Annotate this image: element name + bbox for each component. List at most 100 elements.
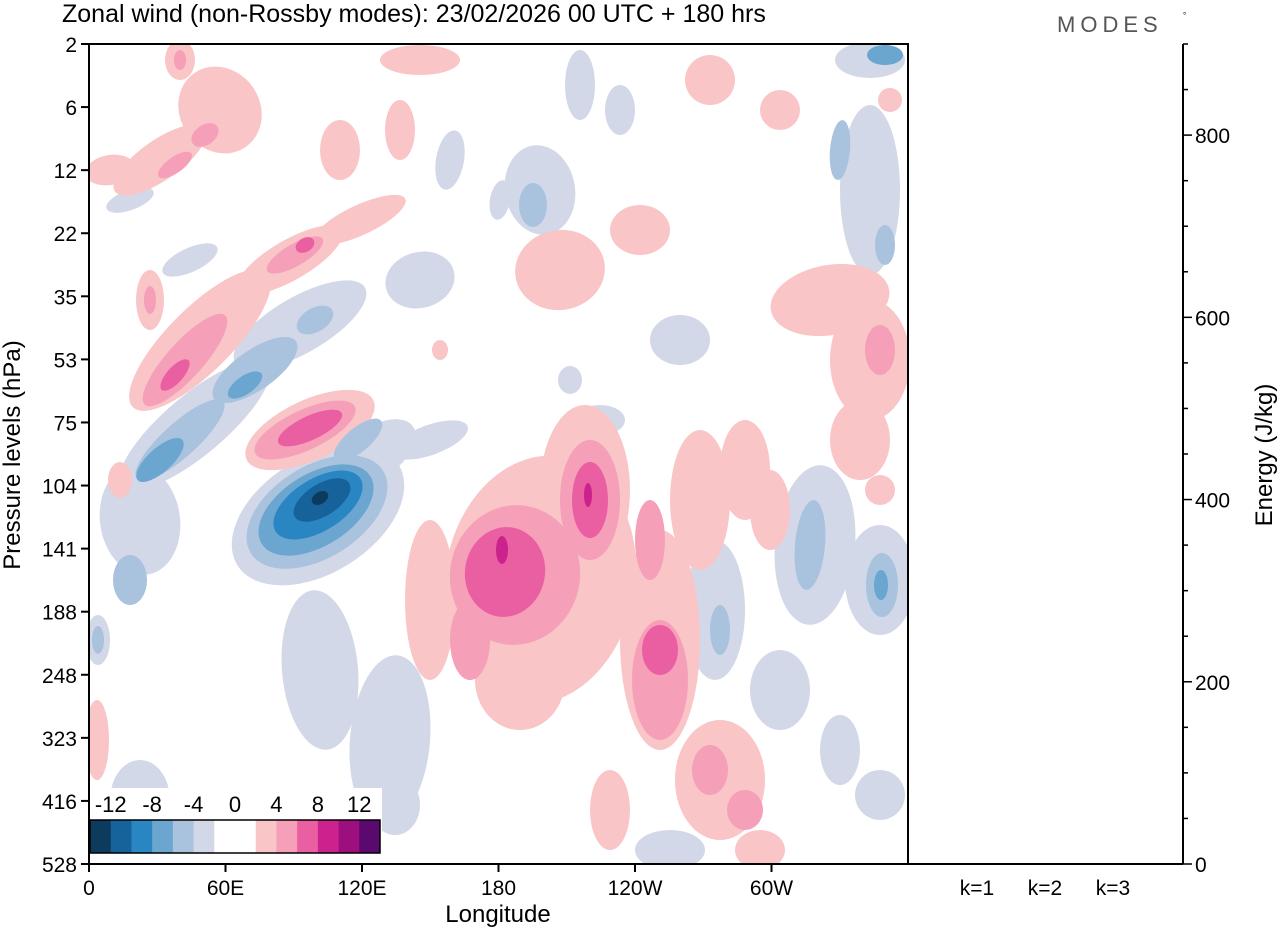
positive-wind-contour bbox=[760, 90, 800, 130]
y-tick-label: 104 bbox=[42, 476, 77, 499]
y-axis-label: Pressure levels (hPa) bbox=[0, 340, 26, 569]
y-tick-label: 6 bbox=[65, 97, 77, 120]
main-plot-frame bbox=[88, 43, 909, 865]
positive-wind-contour bbox=[635, 500, 665, 580]
negative-wind-contour bbox=[113, 555, 147, 605]
y-tick-label: 141 bbox=[42, 539, 77, 562]
pressure-axis: 2 6 12 22 35 53 75 104 141 188 248 323 416 528 bbox=[42, 34, 89, 877]
positive-wind-contour bbox=[610, 205, 670, 255]
colorbar-label: -4 bbox=[184, 792, 204, 817]
colorbar-swatch bbox=[110, 820, 132, 853]
negative-wind-contour bbox=[794, 500, 826, 590]
positive-wind-contour bbox=[108, 462, 132, 498]
negative-wind-contour bbox=[385, 251, 455, 309]
negative-wind-contour bbox=[92, 626, 104, 654]
y-tick-label: 323 bbox=[42, 728, 77, 751]
colorbar-label: 0 bbox=[229, 792, 241, 817]
negative-wind-contour bbox=[333, 418, 383, 462]
colorbar-swatch bbox=[297, 820, 319, 853]
y-tick-label: 2 bbox=[65, 34, 77, 57]
positive-wind-contour bbox=[475, 630, 565, 730]
positive-wind-contour bbox=[385, 100, 415, 160]
negative-wind-contour bbox=[750, 650, 810, 730]
positive-wind-contour bbox=[642, 625, 678, 675]
energy-tick-label: 800 bbox=[1195, 125, 1230, 148]
logo-registered-mark: ° bbox=[1183, 11, 1186, 20]
positive-wind-contour bbox=[405, 520, 455, 680]
energy-axis: 0 200 400 600 800 bbox=[1183, 43, 1230, 877]
negative-wind-contour bbox=[311, 491, 329, 505]
x-tick-label: 60E bbox=[207, 877, 244, 900]
colorbar-swatch bbox=[276, 820, 298, 853]
positive-wind-contour bbox=[878, 88, 902, 112]
positive-wind-contour bbox=[314, 194, 406, 246]
positive-wind-contour bbox=[320, 120, 360, 180]
modes-logo: MODES bbox=[1057, 12, 1163, 37]
colorbar-label: 8 bbox=[312, 792, 324, 817]
positive-wind-contour bbox=[174, 50, 186, 70]
positive-wind-contour bbox=[191, 123, 219, 147]
negative-wind-contour bbox=[820, 715, 860, 785]
colorbar-swatch bbox=[172, 820, 195, 853]
positive-wind-contour bbox=[432, 340, 448, 360]
y-tick-label: 528 bbox=[42, 854, 77, 877]
negative-wind-contour bbox=[281, 590, 359, 750]
colorbar-swatch bbox=[214, 820, 236, 853]
y-tick-label: 188 bbox=[42, 602, 77, 625]
negative-wind-contour bbox=[392, 420, 468, 460]
x-tick-label: 120E bbox=[337, 877, 386, 900]
negative-wind-contour bbox=[296, 305, 334, 335]
colorbar-swatch bbox=[235, 820, 257, 853]
energy-tick-label: 0 bbox=[1195, 854, 1207, 877]
colorbar-label: -8 bbox=[142, 792, 162, 817]
negative-wind-contour bbox=[565, 50, 595, 120]
negative-wind-contour bbox=[136, 438, 184, 482]
y-tick-label: 75 bbox=[54, 412, 77, 435]
positive-wind-contour bbox=[464, 527, 546, 617]
positive-wind-contour bbox=[496, 536, 508, 564]
positive-wind-contour bbox=[277, 409, 343, 447]
colorbar-swatch bbox=[90, 820, 112, 853]
energy-tick-label: 400 bbox=[1195, 490, 1230, 513]
negative-wind-contour bbox=[519, 183, 547, 227]
negative-wind-contour bbox=[710, 605, 730, 655]
positive-wind-contour bbox=[160, 359, 190, 391]
x-tick-label: 60W bbox=[750, 877, 793, 900]
negative-wind-contour bbox=[106, 187, 154, 213]
energy-category-label: k=3 bbox=[1096, 877, 1130, 900]
positive-wind-contour bbox=[89, 700, 109, 780]
colorbar-label: 12 bbox=[347, 792, 371, 817]
positive-wind-contour bbox=[113, 124, 207, 196]
positive-wind-contour bbox=[750, 470, 790, 550]
positive-wind-contour bbox=[865, 325, 895, 375]
negative-wind-contour bbox=[867, 45, 903, 65]
y-tick-label: 22 bbox=[54, 223, 77, 246]
y-tick-label: 53 bbox=[54, 349, 77, 372]
negative-wind-contour bbox=[227, 371, 263, 399]
energy-tick-label: 200 bbox=[1195, 672, 1230, 695]
positive-wind-contour bbox=[144, 286, 156, 314]
negative-wind-contour bbox=[829, 120, 851, 180]
positive-wind-contour bbox=[515, 229, 605, 311]
x-tick-label: 120W bbox=[608, 877, 663, 900]
colorbar-swatch bbox=[193, 820, 215, 853]
energy-category-label: k=1 bbox=[960, 877, 994, 900]
colorbar-swatch bbox=[359, 820, 381, 853]
positive-wind-contour bbox=[590, 770, 630, 850]
colorbar-swatch bbox=[338, 820, 360, 853]
y-tick-label: 248 bbox=[42, 665, 77, 688]
energy-axis-label: Energy (J/kg) bbox=[1251, 384, 1278, 527]
wind-contour-field bbox=[89, 44, 908, 864]
positive-wind-contour bbox=[380, 45, 460, 75]
y-tick-label: 12 bbox=[54, 160, 77, 183]
negative-wind-contour bbox=[558, 366, 582, 394]
positive-wind-contour bbox=[692, 745, 728, 795]
positive-wind-contour bbox=[830, 400, 890, 480]
colorbar-frame bbox=[89, 819, 381, 854]
positive-wind-contour bbox=[450, 600, 490, 680]
negative-wind-contour bbox=[855, 770, 905, 820]
colorbar-swatch bbox=[131, 820, 153, 853]
positive-wind-contour bbox=[685, 55, 735, 105]
x-tick-label: 180 bbox=[481, 877, 516, 900]
